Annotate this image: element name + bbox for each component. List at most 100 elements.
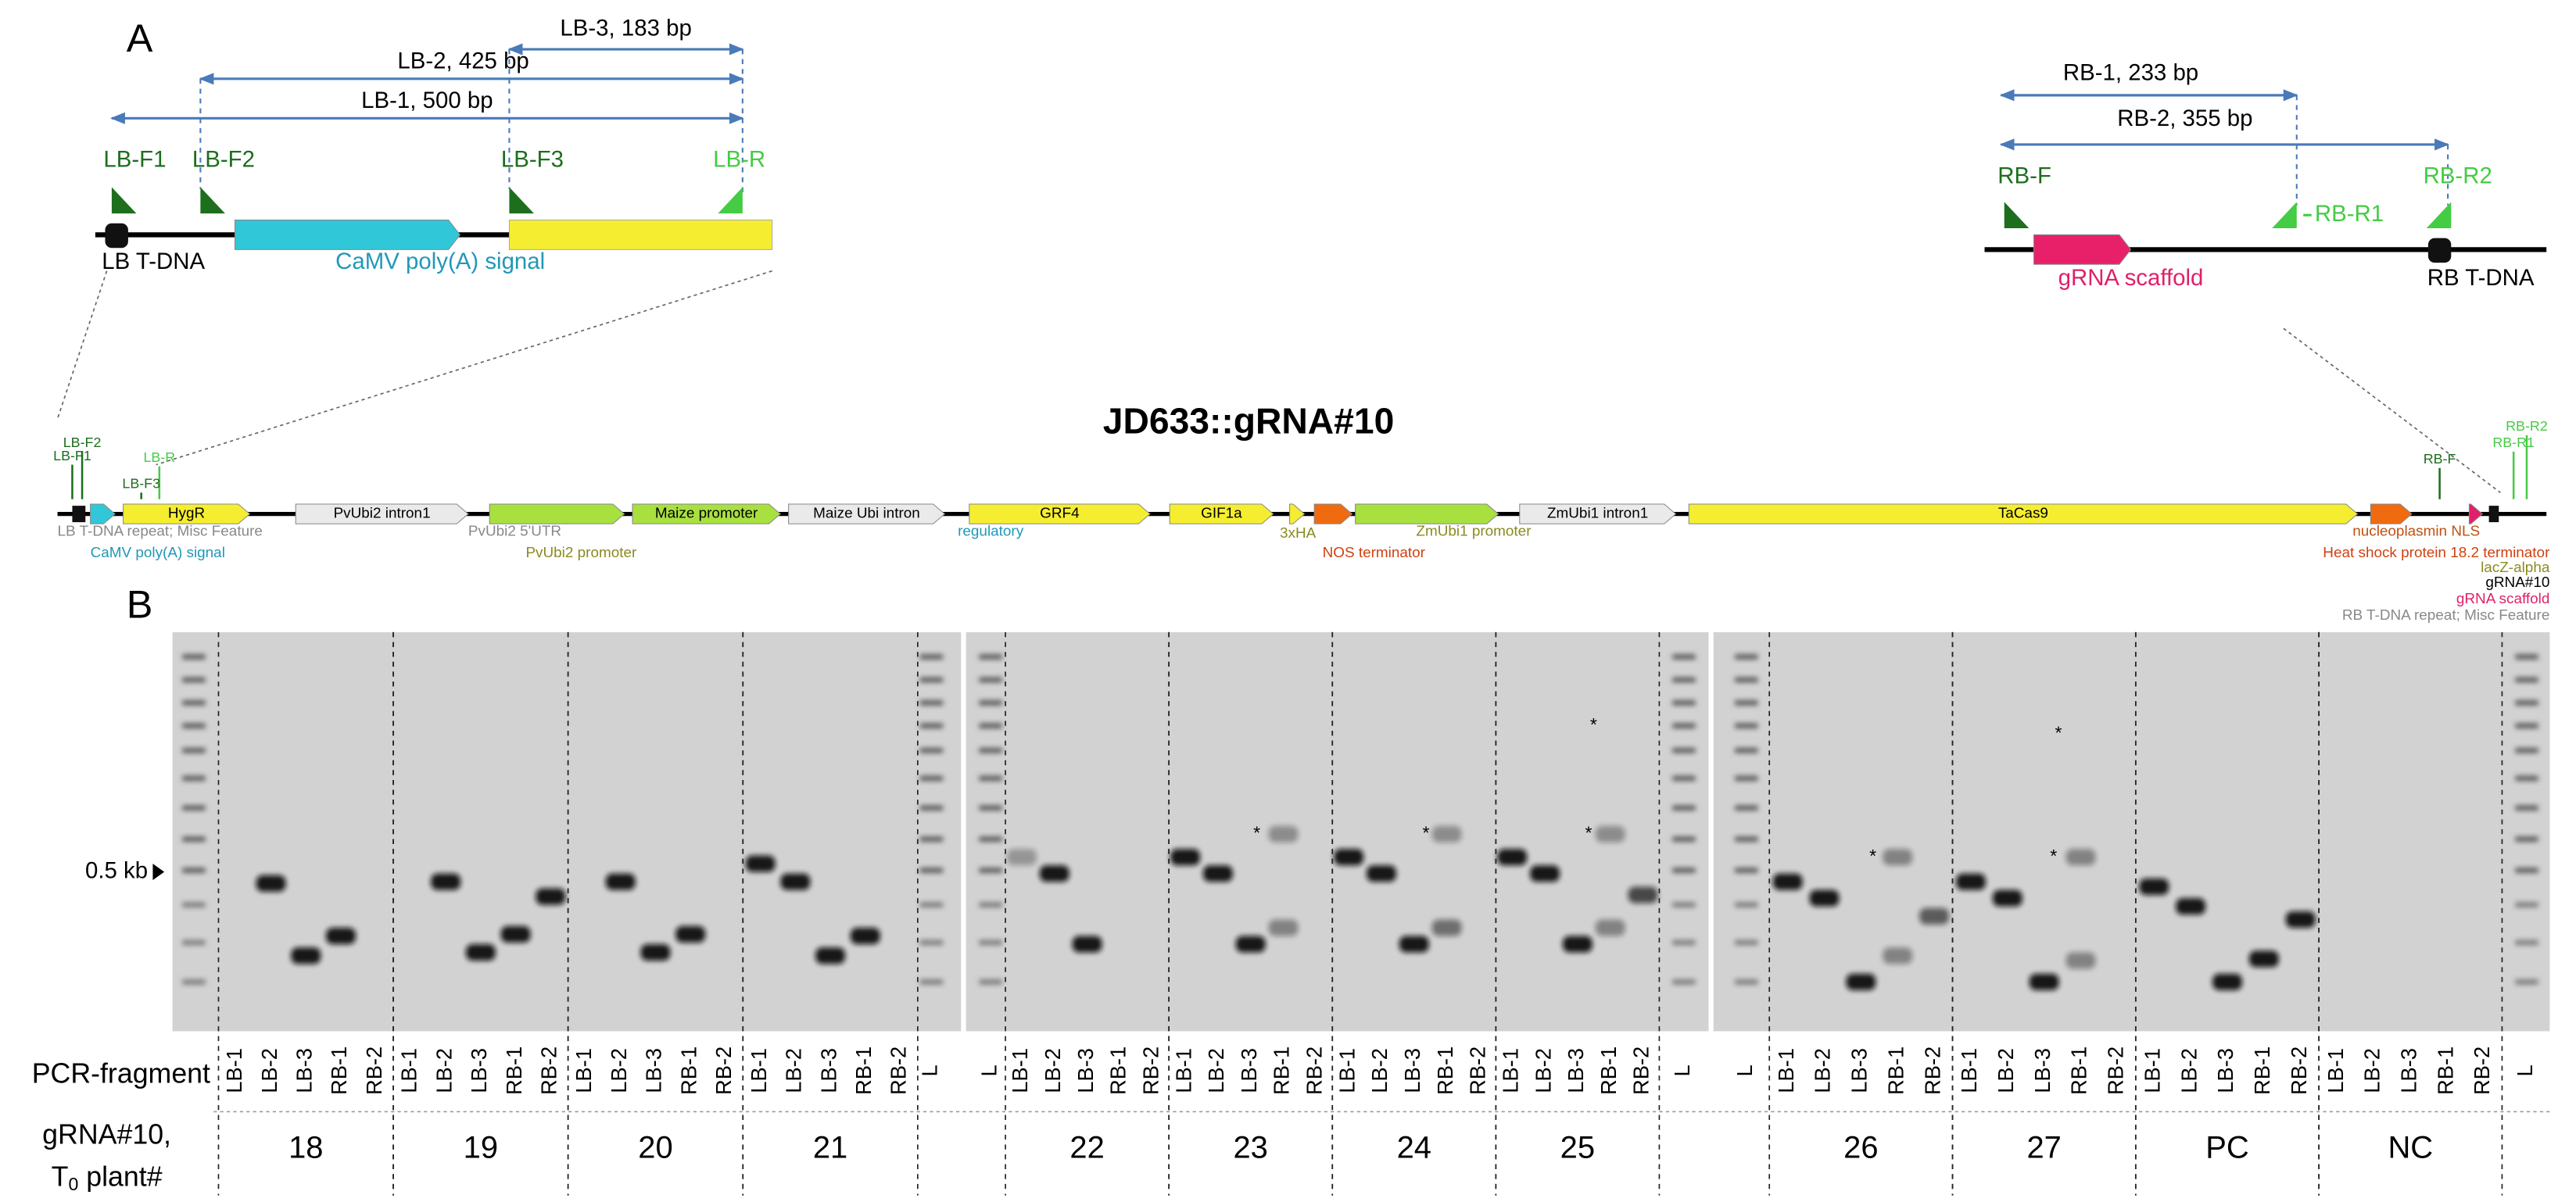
ladder-band (979, 805, 1002, 810)
primer-arrow (509, 187, 534, 214)
asterisk: * (1590, 714, 1597, 735)
gel-band (1268, 825, 1299, 842)
lane-label: LB-3 (1237, 1048, 1261, 1093)
gel-band (431, 873, 461, 890)
gel-band (745, 855, 776, 872)
ladder-band (1672, 979, 1696, 985)
map-annotation: gRNA#10 (2485, 574, 2549, 591)
lane-label: RB-2 (2470, 1046, 2494, 1095)
panel-label: A (127, 16, 153, 60)
map-annotation: lacZ-alpha (2481, 560, 2550, 576)
lane-label: LB-3 (1847, 1048, 1872, 1093)
plant-label: 21 (813, 1130, 847, 1164)
ladder-band (1672, 868, 1696, 873)
row-label-sub: 0 (68, 1174, 78, 1194)
lane-label: RB-1 (327, 1046, 351, 1095)
gel-band (291, 947, 321, 964)
gel-band (536, 888, 566, 905)
feature-label: gRNA scaffold (2058, 265, 2204, 291)
map-annotation: PvUbi2 promoter (525, 545, 636, 561)
plant-label: 22 (1069, 1130, 1104, 1164)
ladder-band (182, 979, 206, 985)
ladder-band (979, 979, 1002, 985)
lane-label: LB-3 (467, 1048, 491, 1093)
ladder-band (979, 700, 1002, 706)
ladder-band (979, 654, 1002, 660)
map-feature (2468, 503, 2484, 524)
ladder-band (1735, 902, 1758, 907)
map-feature (123, 503, 251, 524)
ladder-band (979, 677, 1002, 683)
feature (2033, 234, 2132, 265)
gel-band (2065, 849, 2096, 866)
lb-border (72, 506, 86, 523)
map-feature-label: Maize Ubi intron (813, 506, 920, 522)
map-annotation: PvUbi2 5'UTR (468, 524, 561, 540)
ladder-band (182, 654, 206, 660)
map-primer-label: LB-F3 (122, 476, 160, 492)
gel-band (1431, 825, 1462, 842)
ladder-band (919, 775, 944, 782)
map-annotation: RB T-DNA repeat; Misc Feature (2342, 607, 2550, 624)
feature-label: RB T-DNA (2427, 265, 2535, 291)
size-marker: 0.5 kb (85, 857, 148, 883)
ladder-band (2515, 939, 2538, 946)
ladder-band (2515, 805, 2538, 810)
lane-label: L (918, 1064, 942, 1076)
rb-border (2427, 238, 2452, 263)
lane-label: LB-3 (2030, 1048, 2055, 1093)
amplicon-label: LB-1, 500 bp (361, 88, 493, 113)
lane-label: LB-1 (1008, 1048, 1032, 1093)
map-annotation: nucleoplasmin NLS (2352, 524, 2480, 540)
lane-label: LB-2 (782, 1048, 806, 1093)
lane-label: LB-1 (222, 1048, 246, 1093)
primer-arrow (111, 187, 137, 214)
gel-band (815, 947, 845, 964)
feature-label: LB T-DNA (102, 249, 205, 274)
gel-band (2065, 952, 2096, 969)
gel-band (1399, 935, 1429, 953)
lane-label: RB-2 (362, 1046, 386, 1095)
row-label: T0 plant# (52, 1161, 163, 1194)
lane-label: RB-2 (537, 1046, 561, 1095)
gel-band (1846, 973, 1876, 990)
ladder-band (1735, 836, 1758, 842)
gel-band (1497, 849, 1528, 866)
gel-band (605, 873, 636, 890)
gel-band (2285, 911, 2316, 928)
lane-label: LB-3 (2397, 1048, 2421, 1093)
lane-label: LB-2 (1811, 1048, 1835, 1093)
map-feature (489, 503, 625, 524)
ladder-band (919, 700, 944, 706)
ladder-band (1672, 805, 1696, 810)
map-feature (295, 503, 469, 524)
ladder-band (1735, 748, 1758, 753)
map-primer-label: RB-R2 (2506, 418, 2548, 434)
map-feature-label: PvUbi2 intron1 (334, 506, 431, 522)
gel-band (1595, 919, 1625, 936)
ladder-band (919, 868, 944, 873)
gel-band (1956, 873, 1986, 890)
map-feature-label: HygR (168, 506, 205, 522)
ladder-band (919, 939, 944, 946)
map-feature (1355, 503, 1499, 524)
ladder-band (919, 836, 944, 842)
lane-label: LB-3 (816, 1048, 840, 1093)
primer-arrow (718, 187, 743, 214)
ladder-band (2515, 902, 2538, 907)
map-feature (1313, 503, 1353, 524)
gel-band (2029, 973, 2059, 990)
ladder-band (919, 654, 944, 660)
row-label: PCR-fragment (32, 1058, 210, 1089)
plant-label: 19 (464, 1130, 498, 1164)
ladder-band (182, 805, 206, 810)
lane-label: L (1670, 1064, 1694, 1076)
amplicon-label: LB-2, 425 bp (397, 48, 528, 74)
ladder-band (1735, 979, 1758, 985)
lane-label: LB-2 (607, 1048, 631, 1093)
plant-label: NC (2388, 1130, 2433, 1164)
lane-label: LB-2 (432, 1048, 456, 1093)
connector (56, 270, 108, 420)
